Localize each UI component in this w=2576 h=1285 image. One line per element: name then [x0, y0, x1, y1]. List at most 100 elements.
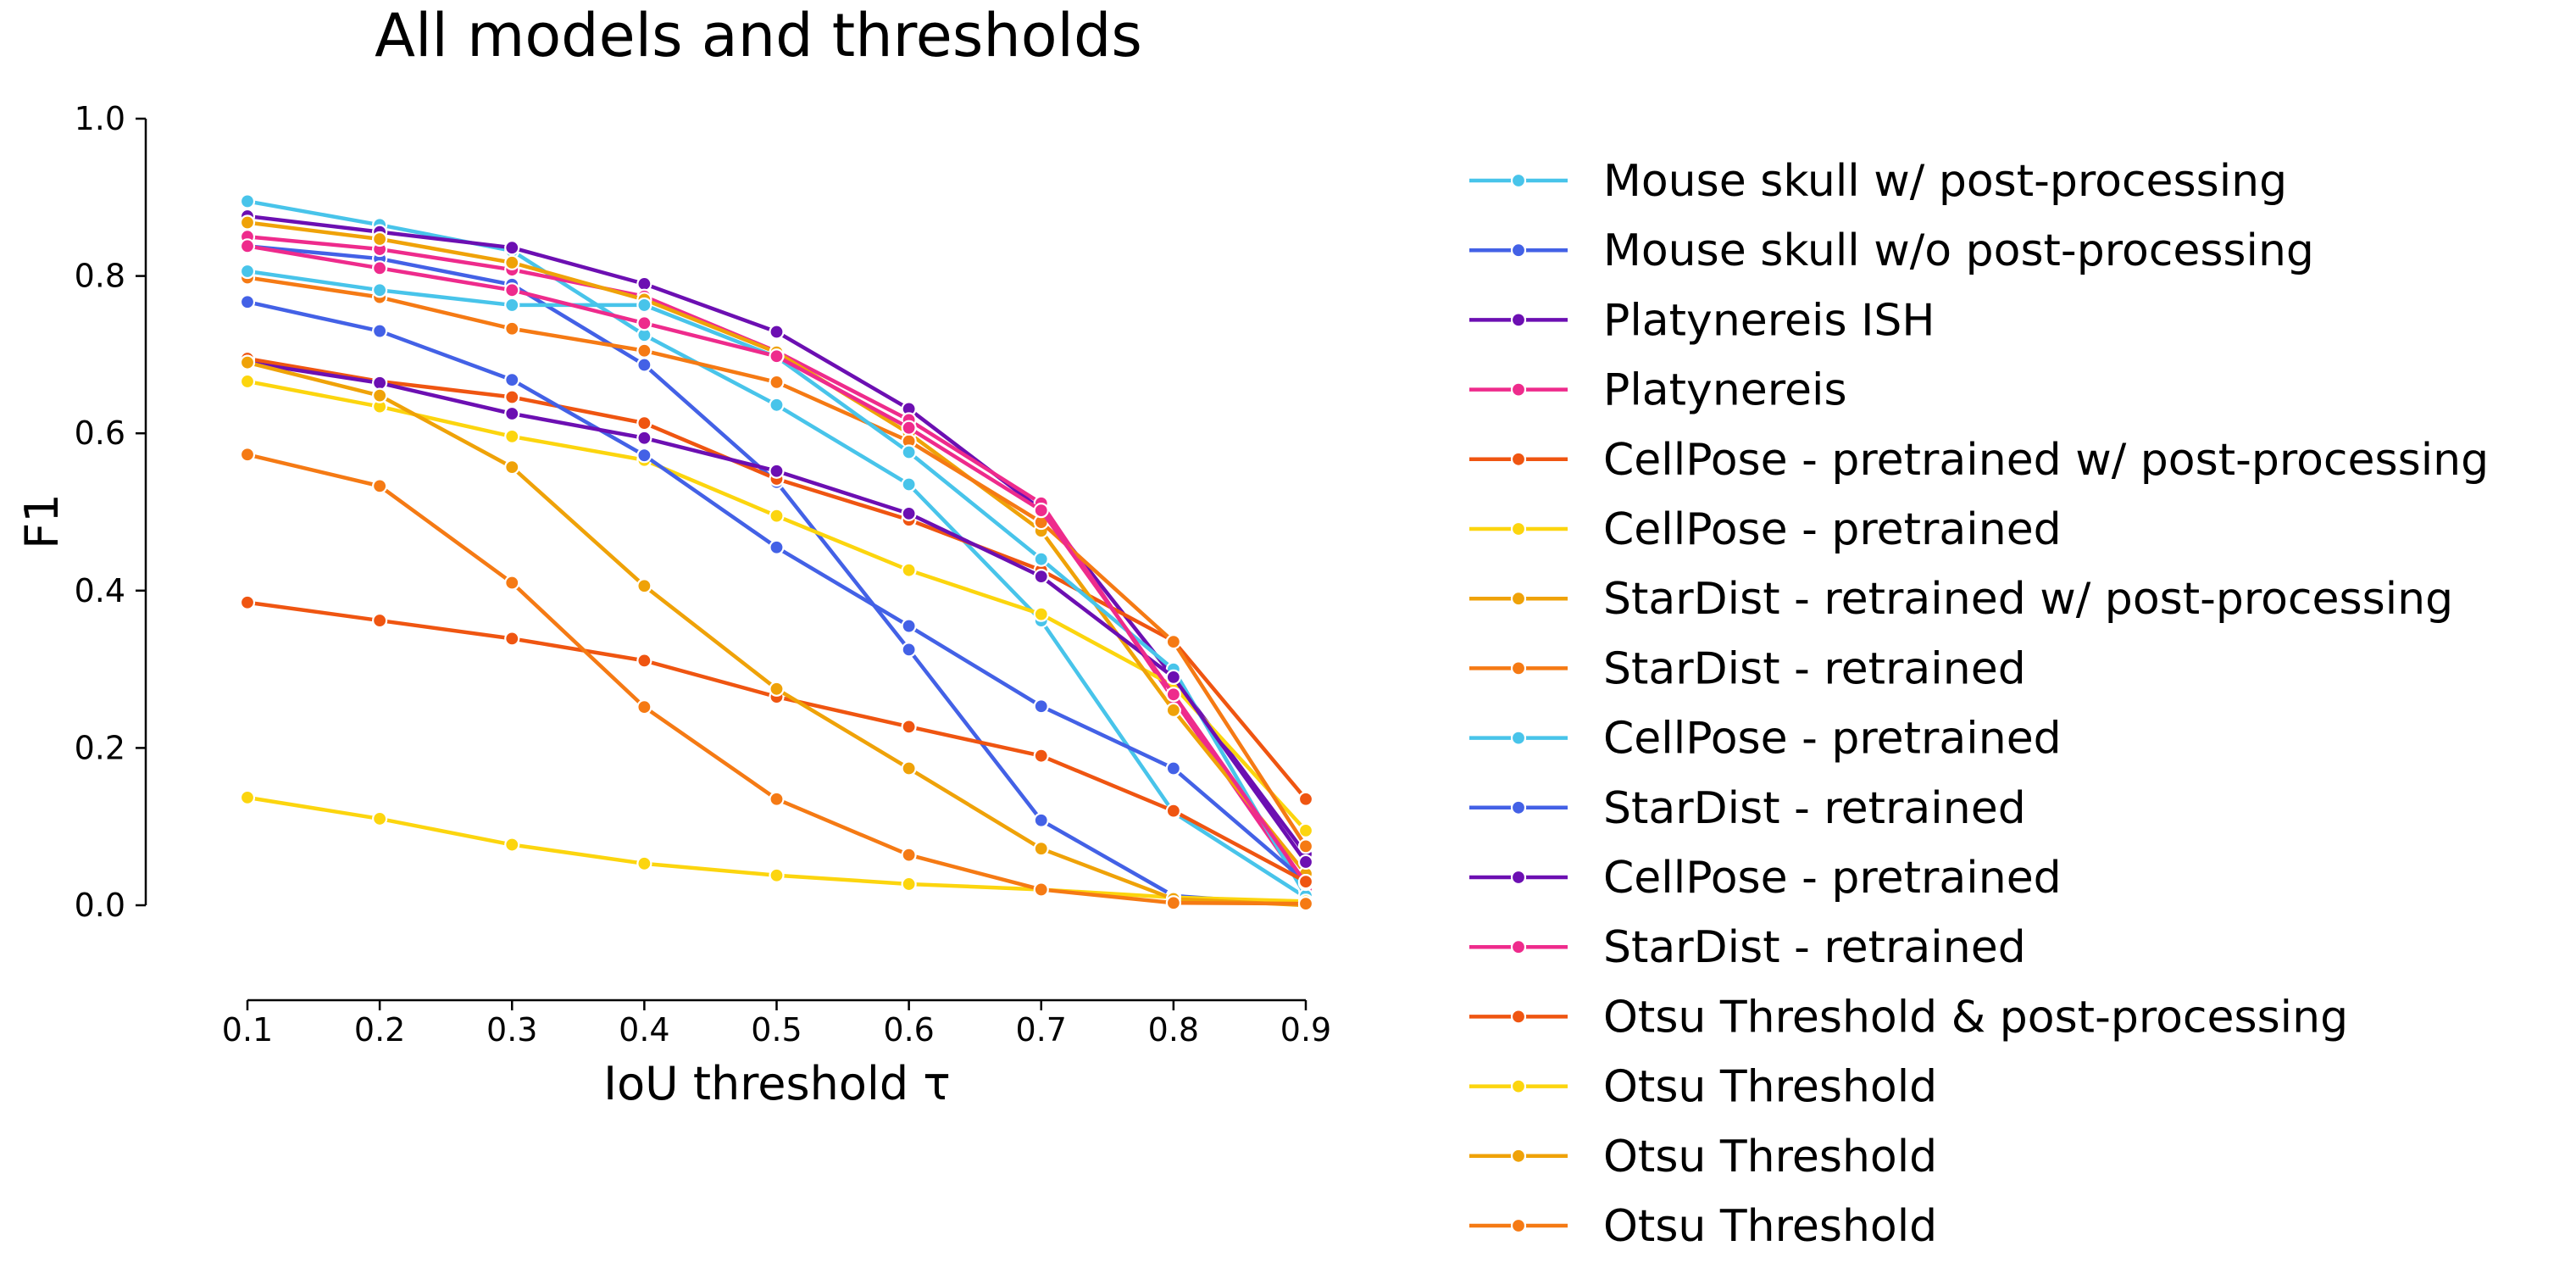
series-line — [245, 356, 1308, 801]
legend-item: Platynereis ISH — [1469, 295, 1935, 346]
data-point — [239, 193, 256, 209]
data-point — [901, 719, 917, 735]
legend-item: CellPose - pretrained — [1469, 853, 2062, 904]
legend-label: Mouse skull w/o post-processing — [1603, 225, 2314, 276]
data-point — [1033, 503, 1049, 519]
legend-item: Mouse skull w/ post-processing — [1469, 156, 2287, 207]
x-tick-label: 0.1 — [222, 1011, 273, 1049]
data-point — [372, 478, 388, 494]
data-point — [1165, 634, 1181, 650]
data-point — [901, 505, 917, 521]
data-point — [504, 282, 520, 298]
legend-label: Otsu Threshold & post-processing — [1603, 992, 2348, 1043]
legend-swatch-marker — [1510, 1148, 1527, 1164]
data-point — [372, 323, 388, 339]
data-point — [1165, 687, 1181, 703]
data-point — [1033, 841, 1049, 857]
data-point — [901, 476, 917, 492]
legend-label: Platynereis ISH — [1603, 295, 1935, 346]
data-point — [1165, 895, 1181, 911]
data-point — [769, 348, 785, 364]
data-point — [1033, 812, 1049, 828]
data-point — [636, 342, 652, 359]
data-point — [1297, 838, 1314, 854]
data-point — [504, 459, 520, 476]
data-point — [1165, 760, 1181, 776]
legend-item: Otsu Threshold — [1469, 1201, 1937, 1252]
data-point — [901, 876, 917, 893]
y-tick-label: 0.4 — [75, 572, 125, 609]
data-point — [901, 420, 917, 436]
legend-swatch-marker — [1510, 451, 1527, 467]
series-16 — [239, 447, 1314, 912]
data-point — [504, 575, 520, 591]
y-tick-label: 0.6 — [75, 414, 125, 452]
data-point — [239, 263, 256, 280]
legend-label: CellPose - pretrained — [1603, 853, 2062, 904]
y-tick-label: 1.0 — [75, 100, 125, 137]
series-line — [245, 360, 1308, 865]
legend-item: Otsu Threshold — [1469, 1132, 1937, 1182]
series-line — [245, 795, 1308, 904]
data-point — [239, 238, 256, 254]
legend-item: CellPose - pretrained — [1469, 714, 2062, 765]
data-point — [1297, 896, 1314, 912]
legend-item: StarDist - retrained — [1469, 783, 2026, 834]
data-point — [901, 444, 917, 460]
data-point — [769, 463, 785, 479]
series-3 — [239, 208, 1314, 862]
series-15 — [239, 354, 1314, 914]
legend-swatch-marker — [1510, 172, 1527, 189]
legend-label: Otsu Threshold — [1603, 1201, 1937, 1252]
data-point — [636, 855, 652, 871]
data-point — [769, 374, 785, 390]
data-point — [504, 297, 520, 314]
data-point — [636, 275, 652, 292]
legend-swatch-marker — [1510, 799, 1527, 815]
legend-swatch-marker — [1510, 660, 1527, 676]
data-point — [239, 294, 256, 310]
data-point — [769, 791, 785, 807]
legend-swatch-marker — [1510, 312, 1527, 328]
y-axis-label: F1 — [15, 493, 69, 548]
legend-label: CellPose - pretrained — [1603, 504, 2062, 555]
data-point — [504, 389, 520, 405]
legend-swatch-marker — [1510, 1078, 1527, 1094]
legend-item: CellPose - pretrained — [1469, 504, 2062, 555]
data-point — [372, 282, 388, 298]
data-point — [636, 653, 652, 669]
data-point — [1033, 748, 1049, 764]
data-point — [1033, 606, 1049, 622]
legend-item: Mouse skull w/o post-processing — [1469, 225, 2314, 276]
data-point — [1033, 568, 1049, 585]
data-point — [636, 448, 652, 464]
data-point — [504, 405, 520, 422]
data-point — [901, 847, 917, 863]
legend-item: Otsu Threshold — [1469, 1062, 1937, 1113]
data-point — [769, 397, 785, 413]
data-point — [504, 254, 520, 270]
series-5 — [239, 350, 1314, 807]
data-point — [1033, 882, 1049, 898]
data-point — [372, 375, 388, 391]
legend-swatch-marker — [1510, 242, 1527, 259]
legend-label: StarDist - retrained — [1603, 643, 2026, 694]
data-point — [636, 699, 652, 715]
legend-swatch-marker — [1510, 730, 1527, 746]
legend-item: StarDist - retrained — [1469, 922, 2026, 973]
data-point — [1033, 698, 1049, 715]
data-point — [1297, 822, 1314, 838]
data-point — [1297, 854, 1314, 871]
data-point — [372, 231, 388, 248]
data-point — [769, 867, 785, 883]
series-line — [245, 379, 1308, 833]
data-point — [239, 373, 256, 390]
legend-label: StarDist - retrained — [1603, 922, 2026, 973]
data-point — [1165, 669, 1181, 685]
data-point — [901, 642, 917, 658]
data-point — [239, 214, 256, 231]
legend-swatch-marker — [1510, 381, 1527, 398]
data-point — [239, 789, 256, 805]
